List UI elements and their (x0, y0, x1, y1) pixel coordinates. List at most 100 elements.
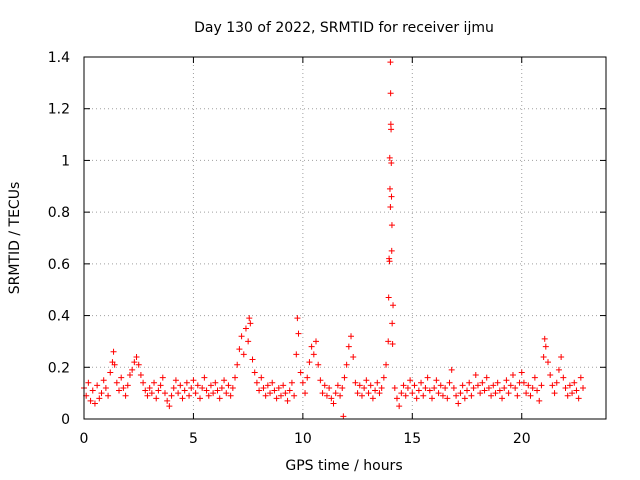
data-point (509, 372, 516, 379)
data-point (388, 193, 395, 200)
data-point (238, 333, 245, 340)
data-point (553, 379, 560, 386)
data-point (137, 372, 144, 379)
data-point (507, 382, 514, 389)
y-tick-label: 1.4 (48, 50, 70, 66)
data-point (340, 413, 347, 420)
data-point (155, 387, 162, 394)
data-point (304, 374, 311, 381)
data-point (181, 387, 188, 394)
data-point (129, 366, 136, 373)
data-point (477, 390, 484, 397)
data-point (326, 384, 333, 391)
data-point (418, 379, 425, 386)
data-point (352, 379, 359, 386)
data-point (387, 203, 394, 210)
data-point (110, 348, 117, 355)
data-point (212, 379, 219, 386)
data-point (332, 390, 339, 397)
data-point (225, 382, 232, 389)
data-point (551, 390, 558, 397)
data-point (277, 392, 284, 399)
data-point (280, 382, 287, 389)
data-point (534, 387, 541, 394)
data-point (470, 384, 477, 391)
data-point (538, 382, 545, 389)
data-point (240, 351, 247, 358)
data-point (210, 390, 217, 397)
data-point (229, 384, 236, 391)
data-point (183, 379, 190, 386)
data-point (555, 366, 562, 373)
data-point (398, 390, 405, 397)
data-points (81, 59, 587, 420)
data-point (577, 374, 584, 381)
data-point (496, 387, 503, 394)
data-point (124, 382, 131, 389)
y-tick-label: 0.2 (48, 360, 70, 376)
y-tick-label: 1 (61, 153, 70, 169)
data-point (571, 379, 578, 386)
data-point (562, 384, 569, 391)
data-point (547, 372, 554, 379)
data-point (157, 382, 164, 389)
data-point (170, 384, 177, 391)
data-point (100, 377, 107, 384)
data-point (501, 384, 508, 391)
data-point (341, 374, 348, 381)
data-point (317, 377, 324, 384)
data-point (365, 390, 372, 397)
data-point (388, 160, 395, 167)
data-point (159, 374, 166, 381)
data-point (459, 382, 466, 389)
data-point (566, 382, 573, 389)
data-point (122, 392, 129, 399)
data-point (216, 395, 223, 402)
data-point (385, 294, 392, 301)
data-point (387, 90, 394, 97)
data-point (442, 384, 449, 391)
data-point (400, 382, 407, 389)
data-point (264, 382, 271, 389)
data-point (540, 353, 547, 360)
data-point (113, 379, 120, 386)
data-point (444, 395, 451, 402)
data-point (161, 390, 168, 397)
data-point (409, 390, 416, 397)
data-point (247, 320, 254, 327)
data-point (518, 369, 525, 376)
data-point (386, 185, 393, 192)
data-point (372, 387, 379, 394)
data-point (85, 379, 92, 386)
data-point (527, 392, 534, 399)
data-point (201, 374, 208, 381)
data-point (389, 341, 396, 348)
data-point (363, 377, 370, 384)
data-point (461, 395, 468, 402)
data-point (288, 379, 295, 386)
data-point (308, 343, 315, 350)
data-point (102, 384, 109, 391)
data-point (386, 258, 393, 265)
data-point (334, 382, 341, 389)
data-point (284, 397, 291, 404)
data-point (490, 382, 497, 389)
data-point (164, 397, 171, 404)
data-point (131, 359, 138, 366)
data-point (186, 392, 193, 399)
data-point (262, 392, 269, 399)
data-point (269, 379, 276, 386)
data-point (302, 390, 309, 397)
x-tick-label: 15 (403, 431, 421, 447)
data-point (144, 392, 151, 399)
data-point (258, 374, 265, 381)
data-point (306, 359, 313, 366)
data-point (172, 377, 179, 384)
data-point (148, 390, 155, 397)
data-point (422, 384, 429, 391)
data-point (494, 379, 501, 386)
data-point (380, 374, 387, 381)
data-point (203, 387, 210, 394)
data-point (503, 377, 510, 384)
